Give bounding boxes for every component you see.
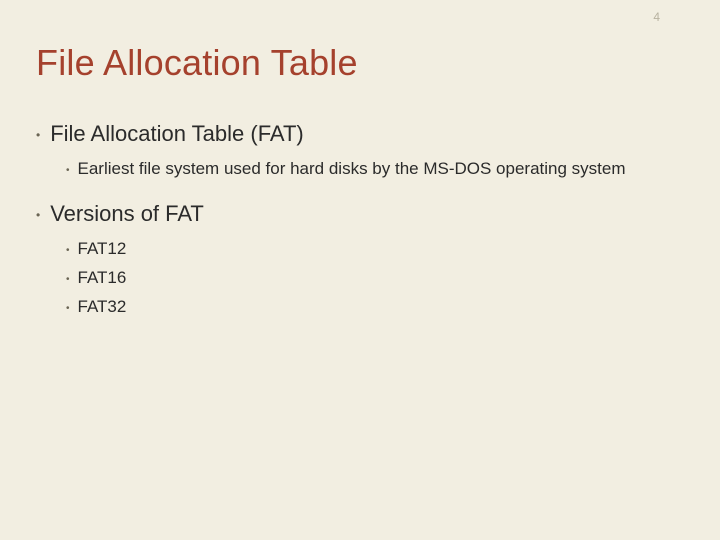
bullet-text: FAT16 (78, 267, 127, 290)
bullet-level2: • FAT12 (66, 238, 684, 261)
bullet-level2: • FAT32 (66, 296, 684, 319)
bullet-text: Earliest file system used for hard disks… (78, 158, 626, 181)
page-number: 4 (653, 10, 660, 24)
slide-title: File Allocation Table (36, 42, 358, 84)
bullet-level2: • FAT16 (66, 267, 684, 290)
bullet-text: Versions of FAT (50, 200, 204, 228)
bullet-level2: • Earliest file system used for hard dis… (66, 158, 684, 181)
bullet-dot-icon: • (66, 244, 70, 258)
bullet-text: FAT32 (78, 296, 127, 319)
bullet-dot-icon: • (36, 127, 40, 144)
bullet-dot-icon: • (66, 273, 70, 287)
bullet-dot-icon: • (66, 302, 70, 316)
bullet-dot-icon: • (66, 164, 70, 178)
spacer (36, 186, 684, 200)
bullet-dot-icon: • (36, 207, 40, 224)
bullet-level1: • Versions of FAT (36, 200, 684, 228)
bullet-text: File Allocation Table (FAT) (50, 120, 304, 148)
bullet-text: FAT12 (78, 238, 127, 261)
bullet-level1: • File Allocation Table (FAT) (36, 120, 684, 148)
slide-content: • File Allocation Table (FAT) • Earliest… (36, 120, 684, 325)
